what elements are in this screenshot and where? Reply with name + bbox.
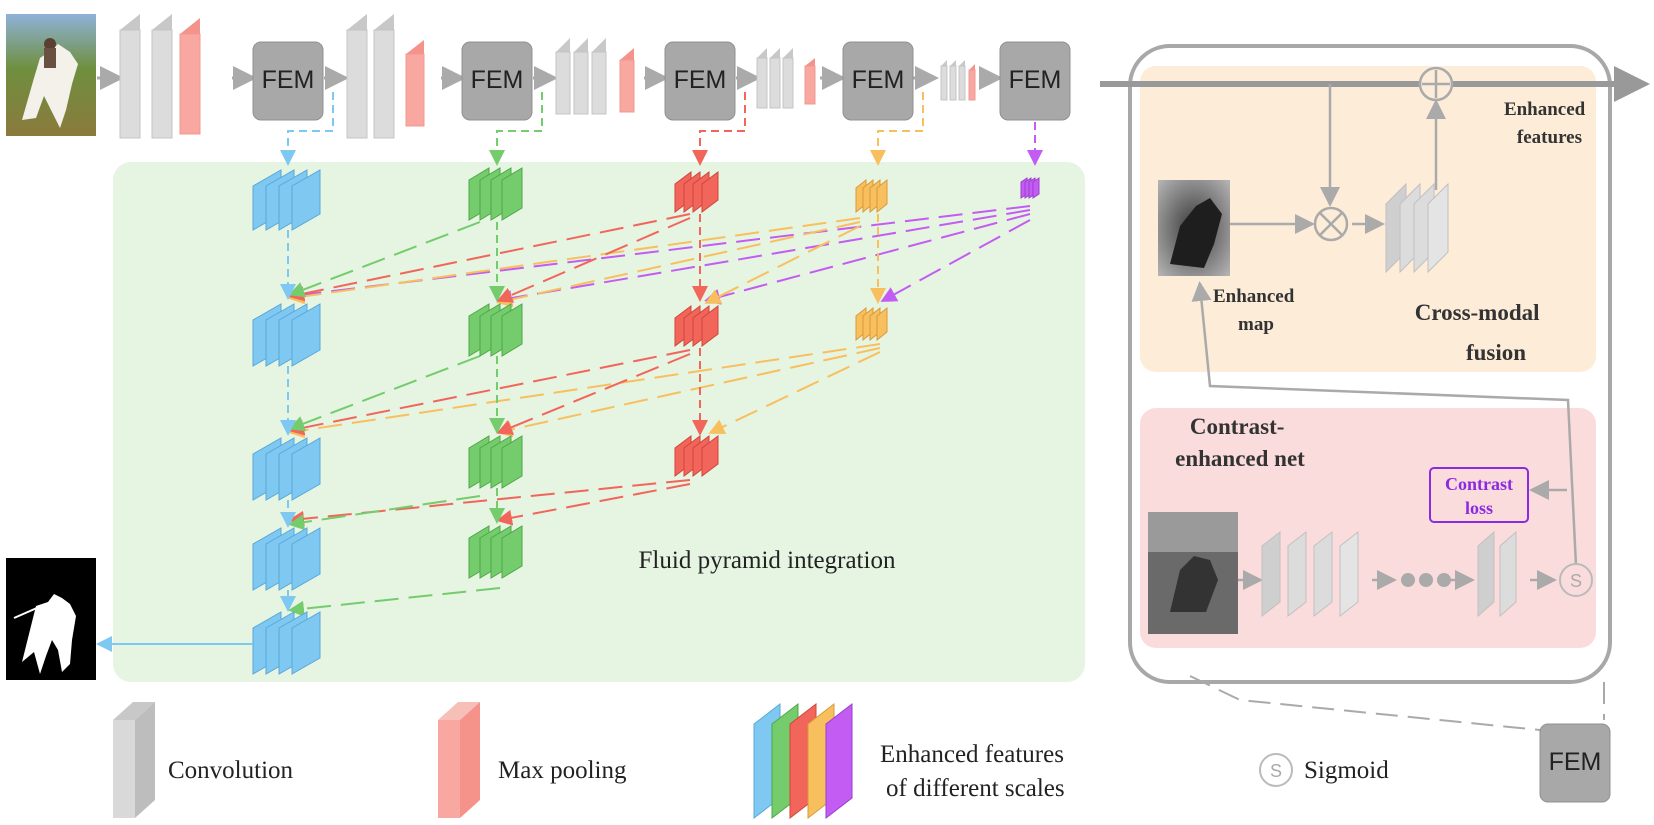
legend-sigmoid-icon: S	[1259, 753, 1293, 787]
legend-max-pooling-label: Max pooling	[498, 757, 627, 784]
legend-convolution-icon	[113, 702, 155, 818]
fem-output-connectors	[280, 92, 1043, 166]
backbone-stage-4	[756, 48, 816, 109]
fem-box-1: FEM	[252, 41, 324, 121]
enhanced-features-label: Enhanced features	[1504, 99, 1590, 148]
svg-text:FEM: FEM	[674, 66, 727, 94]
svg-text:S: S	[1570, 571, 1582, 591]
svg-text:Contrast: Contrast	[1445, 474, 1513, 494]
backbone-stage-5	[940, 60, 976, 101]
fem-zoom-lines	[1189, 675, 1605, 731]
fluid-pyramid-panel	[113, 162, 1085, 682]
legend-enhanced-scales-icon	[753, 702, 853, 820]
svg-text:S: S	[1270, 761, 1282, 781]
svg-text:FEM: FEM	[262, 66, 315, 94]
sum-operator	[1418, 66, 1454, 102]
fem-box-2: FEM	[461, 41, 533, 121]
cross-modal-fusion-label: Cross-modal fusion	[1415, 300, 1546, 365]
pyramid-orange-column	[855, 178, 888, 342]
fusion-conv-stack	[1385, 182, 1449, 274]
backbone-stage-2	[346, 14, 425, 139]
contrast-loss-box: Contrast loss	[1429, 467, 1529, 523]
legend-max-pooling-icon	[438, 702, 480, 818]
legend-sigmoid-label: Sigmoid	[1304, 757, 1389, 784]
pyramid-green-column	[468, 167, 523, 579]
sigmoid-node: S	[1559, 563, 1593, 597]
legend-fem-box: FEM	[1539, 723, 1611, 803]
contrast-conv-stack-2	[1477, 530, 1517, 618]
fluid-pyramid-label: Fluid pyramid integration	[639, 547, 896, 574]
backbone-stage-1	[119, 14, 201, 139]
pyramid-cross-connections	[288, 205, 1031, 617]
contrast-enhanced-net-label: Contrast- enhanced net	[1175, 414, 1305, 471]
legend-enhanced-scales-label: Enhanced features of different scales	[880, 741, 1070, 802]
pyramid-red-column	[674, 171, 719, 477]
output-saliency-map	[6, 558, 96, 680]
contrast-conv-stack-1	[1261, 530, 1359, 618]
fem-box-3: FEM	[664, 41, 736, 121]
contrast-input-image	[1148, 512, 1238, 634]
pyramid-vertical-arrows	[280, 214, 886, 612]
legend-convolution-label: Convolution	[168, 757, 294, 784]
fusion-arrows	[1230, 84, 1446, 234]
ellipsis-dots	[1401, 573, 1451, 587]
pyramid-purple-block	[1020, 177, 1040, 199]
multiply-operator	[1313, 206, 1349, 242]
svg-text:loss: loss	[1465, 498, 1493, 518]
input-image	[6, 14, 96, 136]
svg-text:FEM: FEM	[471, 66, 524, 94]
svg-text:FEM: FEM	[1009, 66, 1062, 94]
svg-text:FEM: FEM	[852, 66, 905, 94]
fem-box-4: FEM	[842, 41, 914, 121]
enhanced-map-label: Enhanced map	[1213, 286, 1299, 335]
svg-text:FEM: FEM	[1549, 748, 1602, 776]
pyramid-blue-column	[252, 169, 321, 675]
enhanced-map-image	[1158, 180, 1230, 276]
contrast-feedback-arrows	[1191, 281, 1578, 567]
fem-detail-frame	[1128, 44, 1612, 684]
backbone-stage-3	[555, 38, 635, 115]
fem-box-5: FEM	[999, 41, 1071, 121]
